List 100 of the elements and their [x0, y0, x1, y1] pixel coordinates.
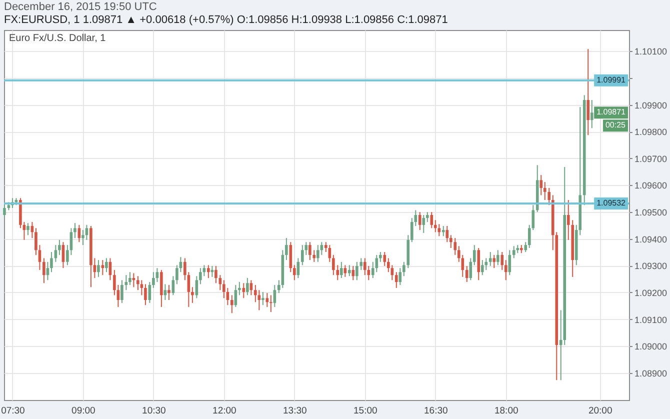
candlestick — [238, 282, 241, 296]
candlestick — [270, 294, 272, 313]
chart-subtitle: Euro Fx/U.S. Dollar, 1 — [9, 33, 106, 44]
ref-line-label: 1.09991 — [596, 75, 626, 84]
candlestick — [42, 258, 46, 284]
candlestick — [418, 212, 422, 231]
annotation: 00:25 — [605, 120, 626, 130]
candlestick — [496, 250, 500, 266]
candlestick — [336, 264, 340, 281]
candlestick — [469, 258, 472, 281]
candlestick — [120, 280, 124, 304]
y-tick-label: 1.09100 — [634, 314, 668, 325]
candlestick — [26, 222, 30, 236]
y-tick-label: 1.09000 — [634, 342, 668, 352]
candlestick — [160, 269, 163, 308]
x-tick-label: 09:00 — [72, 406, 96, 416]
candlestick — [512, 246, 516, 259]
candlestick — [383, 252, 386, 266]
y-tick-label: 1.10100 — [634, 46, 668, 57]
candlestick — [258, 290, 261, 311]
y-tick-label: 1.08900 — [634, 368, 668, 378]
y-tick-label: 1.09200 — [634, 288, 668, 298]
x-tick-label: 18:00 — [494, 406, 518, 416]
candlestick — [316, 244, 320, 262]
candlestick — [214, 265, 218, 284]
candlestick — [105, 258, 108, 273]
candlestick — [394, 272, 398, 288]
candlestick — [50, 252, 53, 273]
candlestick — [58, 239, 61, 256]
candlestick — [152, 272, 155, 288]
y-tick-label: 1.09300 — [634, 261, 668, 272]
candlestick — [348, 264, 351, 277]
candlestick — [543, 182, 546, 200]
candlestick — [375, 254, 378, 273]
annotation: 1.09871 — [596, 108, 626, 117]
candlestick — [168, 284, 170, 300]
candlestick — [590, 99, 594, 129]
candlestick — [101, 260, 104, 276]
candlestick — [124, 274, 128, 291]
candlestick — [250, 280, 253, 296]
candlestick — [340, 261, 343, 279]
candlestick — [74, 222, 76, 239]
x-tick-label: 20:00 — [588, 406, 612, 416]
y-tick-label: 1.09500 — [634, 208, 668, 218]
candlestick — [434, 220, 437, 233]
candlestick — [524, 242, 528, 252]
candlestick — [426, 212, 429, 222]
candlestick — [492, 254, 496, 269]
candlestick — [500, 252, 504, 270]
candlestick — [360, 258, 363, 270]
candlestick — [85, 224, 88, 240]
candlestick — [46, 261, 50, 281]
candlestick — [301, 244, 304, 266]
y-tick-label: 1.09600 — [634, 180, 668, 191]
candlestick — [285, 238, 288, 261]
candlestick — [488, 252, 492, 266]
candlestick — [356, 261, 358, 281]
candlestick — [364, 258, 366, 276]
candlestick — [293, 264, 296, 281]
y-tick-label: 1.09700 — [634, 154, 668, 164]
candlestick — [442, 225, 445, 237]
candlestick — [508, 250, 512, 276]
text: December 16, 2015 19:50 UTC — [4, 1, 158, 14]
candlestick — [480, 260, 484, 276]
candlestick — [402, 261, 406, 277]
candlestick — [422, 214, 426, 234]
candlestick — [446, 225, 449, 243]
candlestick — [472, 244, 476, 266]
candlestick — [273, 284, 276, 308]
candlestick — [454, 238, 457, 256]
candlestick — [262, 291, 264, 306]
candlestick — [398, 268, 402, 286]
y-tick-label: 1.09800 — [634, 127, 668, 138]
ref-line-label: 1.09532 — [596, 198, 626, 208]
candlestick — [450, 234, 452, 248]
y-tick-label: 1.09400 — [634, 234, 668, 244]
x-tick-label: 13:30 — [283, 406, 307, 416]
candlestick — [379, 252, 382, 262]
candlestick — [62, 242, 65, 269]
y-tick-label: 1.09900 — [634, 100, 668, 110]
candlestick — [207, 264, 210, 279]
candlestick — [140, 280, 144, 296]
x-tick-label: 10:30 — [142, 406, 166, 416]
x-tick-label: 12:00 — [212, 406, 236, 416]
candlestick — [156, 268, 159, 283]
candlestick — [246, 278, 249, 296]
candlestick — [504, 260, 508, 281]
candlestick — [230, 294, 234, 314]
candlestick — [566, 199, 570, 240]
candlestick — [3, 204, 6, 218]
candlestick — [586, 48, 590, 136]
candlestick — [332, 254, 335, 276]
candlestick — [548, 187, 551, 206]
candlestick — [430, 212, 434, 229]
candlestick — [308, 242, 312, 261]
x-tick-label: 16:30 — [424, 406, 448, 416]
candlestick — [477, 247, 480, 281]
candlestick — [172, 276, 175, 296]
chart-title: FX:EURUSD, 1 1.09871 ▲ +0.00618 (+0.57%) O:1.09856 H:1.09938 L:1.09856 C:1.09871 — [4, 14, 448, 27]
candlestick — [128, 272, 132, 286]
